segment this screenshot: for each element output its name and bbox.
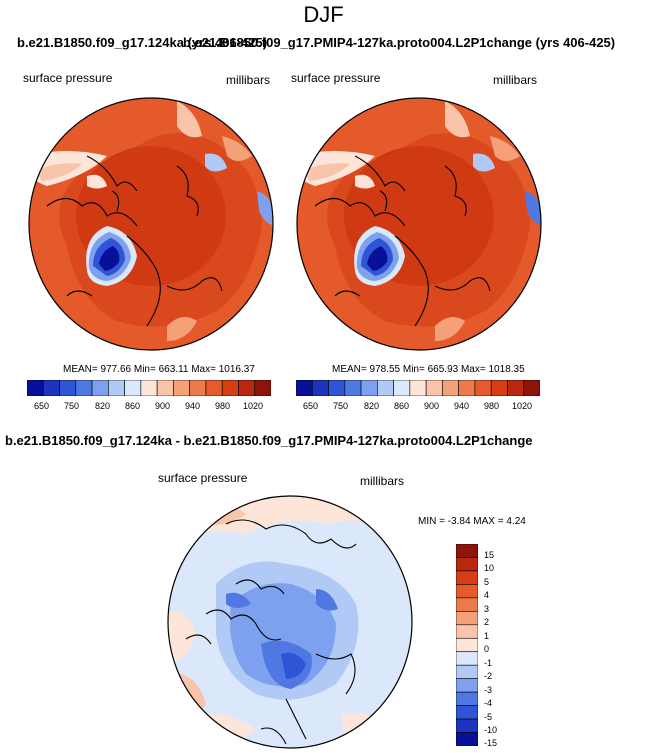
colorbar-swatch (140, 380, 158, 396)
cb2-label: 820 (364, 401, 380, 411)
colorbar-swatch (523, 380, 540, 396)
colorbar-swatch (456, 678, 478, 693)
colorbar-swatch (27, 380, 44, 396)
colorbar-swatch (456, 664, 478, 679)
cbd-label: 0 (484, 644, 490, 654)
cb1-label: 900 (155, 401, 171, 411)
cb2-label: 940 (454, 401, 470, 411)
difference-title: b.e21.B1850.f09_g17.124ka - b.e21.B1850.… (5, 433, 533, 448)
colorbar-swatch (377, 380, 394, 396)
colorbar-swatch (456, 637, 478, 653)
colorbar-swatch (344, 380, 362, 396)
cb1-label: 820 (95, 401, 111, 411)
cb1-label: 940 (185, 401, 201, 411)
colorbar-swatch (456, 718, 478, 733)
cbd-label: 3 (484, 604, 490, 614)
colorbar-swatch (456, 557, 478, 572)
colorbar-swatch (254, 380, 271, 396)
colorbar-swatch (108, 380, 125, 396)
cb2-label: 1020 (512, 401, 533, 411)
colorbar-abs-2 (296, 380, 540, 396)
colorbar-swatch (205, 380, 223, 396)
cbd-label: -1 (484, 658, 493, 668)
diff-units-label: millibars (360, 474, 405, 488)
cb1-label: 860 (125, 401, 141, 411)
colorbar-swatch (456, 570, 478, 585)
diff-stats: MIN = -3.84 MAX = 4.24 (418, 516, 526, 527)
colorbar-swatch (456, 544, 478, 558)
cb2-label: 980 (484, 401, 500, 411)
colorbar-swatch (456, 624, 478, 639)
cb1-label: 750 (64, 401, 80, 411)
colorbar-swatch (189, 380, 207, 396)
cbd-label: -2 (484, 671, 493, 681)
colorbar-diff (456, 544, 478, 746)
colorbar-swatch (456, 732, 478, 746)
cb2-label: 860 (394, 401, 410, 411)
cbd-label: 1 (484, 631, 490, 641)
colorbar-swatch (425, 380, 443, 396)
colorbar-swatch (456, 705, 478, 720)
colorbar-swatch (442, 380, 459, 396)
colorbar-swatch (393, 380, 411, 396)
polar-map-1 (28, 97, 274, 351)
case-title-right: b.e21.B1850.f09_g17.PMIP4-127ka.proto004… (183, 35, 616, 50)
colorbar-swatch (238, 380, 256, 396)
polar-map-difference (167, 495, 413, 749)
case-title-left: b.e21.B1850.f09_g17.124ka (yrs 406-425) (17, 35, 268, 50)
colorbar-swatch (458, 380, 476, 396)
colorbar-swatch (156, 380, 174, 396)
colorbar-swatch (507, 380, 525, 396)
colorbar-swatch (173, 380, 190, 396)
colorbar-swatch (456, 651, 478, 666)
colorbar-swatch (456, 597, 478, 612)
cbd-label: -10 (484, 725, 498, 735)
figure-title: DJF (303, 2, 344, 27)
colorbar-swatch (221, 380, 239, 396)
map2-units-label: millibars (493, 73, 538, 87)
map1-stats: MEAN= 977.66 Min= 663.11 Max= 1016.37 (63, 364, 255, 375)
cb2-label: 750 (333, 401, 349, 411)
colorbar-swatch (42, 380, 60, 396)
cbd-label: -3 (484, 685, 493, 695)
cbd-label: 15 (484, 550, 495, 560)
colorbar-swatch (296, 380, 313, 396)
colorbar-swatch (91, 380, 109, 396)
cbd-label: -5 (484, 712, 493, 722)
cb2-label: 650 (303, 401, 319, 411)
colorbar-abs-1 (27, 380, 271, 396)
colorbar-swatch (360, 380, 378, 396)
colorbar-swatch (409, 380, 427, 396)
cb1-label: 1020 (243, 401, 264, 411)
cb1-label: 980 (215, 401, 231, 411)
map2-variable-label: surface pressure (291, 71, 381, 85)
cbd-label: 5 (484, 577, 490, 587)
diff-variable-label: surface pressure (158, 471, 248, 485)
cb1-label: 650 (34, 401, 50, 411)
map2-stats: MEAN= 978.55 Min= 665.93 Max= 1018.35 (332, 364, 525, 375)
cbd-label: 4 (484, 590, 490, 600)
colorbar-swatch (474, 380, 492, 396)
colorbar-swatch (75, 380, 93, 396)
polar-map-2 (296, 97, 542, 351)
map1-units-label: millibars (226, 73, 271, 87)
colorbar-swatch (456, 691, 478, 706)
colorbar-swatch (124, 380, 142, 396)
map1-variable-label: surface pressure (23, 71, 113, 85)
colorbar-swatch (311, 380, 329, 396)
cbd-label: -15 (484, 738, 498, 748)
colorbar-swatch (328, 380, 346, 396)
colorbar-swatch (490, 380, 508, 396)
colorbar-swatch (456, 611, 478, 626)
cbd-label: -4 (484, 698, 493, 708)
cbd-label: 10 (484, 563, 495, 573)
cbd-label: 2 (484, 617, 490, 627)
colorbar-swatch (456, 584, 478, 599)
cb2-label: 900 (424, 401, 440, 411)
colorbar-swatch (59, 380, 77, 396)
